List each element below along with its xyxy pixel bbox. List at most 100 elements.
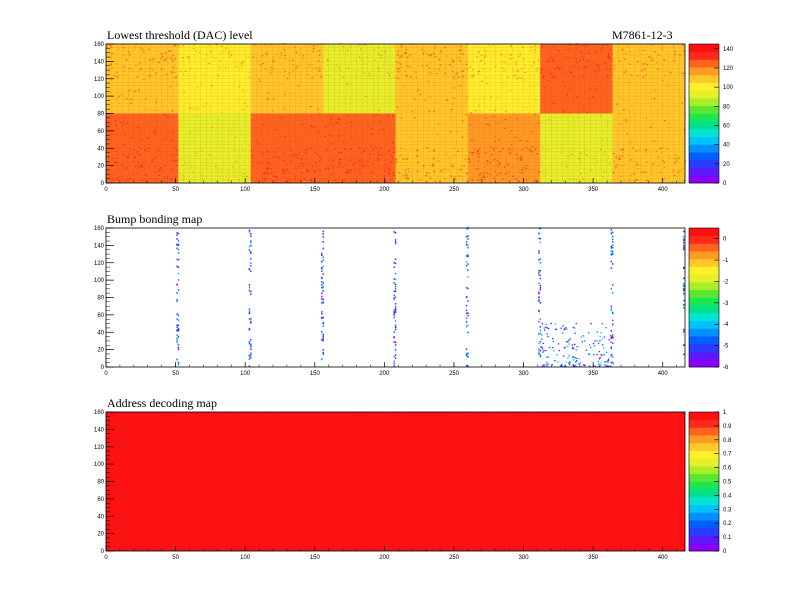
noise-pixel [569, 173, 571, 176]
noise-pixel [106, 124, 109, 126]
bad-pixel [394, 357, 397, 360]
noise-pixel [458, 57, 460, 59]
noise-pixel [578, 77, 580, 79]
noise-pixel [133, 149, 135, 151]
y-tick-label: 160 [94, 226, 105, 232]
bad-pixel [321, 286, 323, 289]
bad-pixel [465, 320, 468, 323]
noise-pixel [118, 95, 120, 97]
noise-pixel [509, 162, 511, 165]
y-tick-label: 160 [94, 410, 105, 416]
bad-pixel [322, 247, 324, 250]
noise-pixel [540, 61, 543, 63]
noise-pixel [291, 155, 294, 158]
noise-pixel [108, 81, 110, 83]
noise-pixel [232, 90, 234, 92]
noise-pixel [313, 45, 315, 47]
noise-pixel [156, 175, 158, 177]
noise-pixel [577, 87, 579, 89]
noise-pixel [480, 154, 482, 156]
bad-pixel [554, 323, 557, 325]
bad-pixel [394, 306, 397, 308]
noise-pixel [656, 62, 658, 64]
noise-pixel [397, 145, 399, 147]
bad-pixel [557, 343, 560, 345]
bad-pixel [322, 322, 324, 325]
noise-pixel [280, 52, 282, 54]
noise-pixel [683, 62, 685, 64]
noise-pixel [184, 161, 186, 164]
noise-pixel [539, 72, 541, 75]
noise-pixel [529, 149, 531, 151]
noise-pixel [385, 164, 387, 166]
noise-pixel [294, 46, 296, 48]
noise-pixel [274, 129, 277, 131]
noise-pixel [674, 88, 676, 90]
bad-pixel [605, 327, 607, 329]
noise-pixel [382, 64, 385, 66]
noise-pixel [318, 60, 320, 62]
noise-pixel [374, 176, 376, 178]
noise-pixel [186, 157, 188, 159]
bad-pixel [176, 247, 178, 250]
noise-pixel [115, 155, 118, 157]
noise-pixel [491, 181, 494, 183]
bad-pixel [581, 341, 584, 343]
noise-pixel [385, 50, 387, 52]
noise-pixel [502, 178, 504, 180]
noise-pixel [637, 67, 640, 69]
noise-pixel [116, 71, 118, 73]
noise-pixel [220, 112, 222, 114]
noise-pixel [270, 69, 272, 71]
noise-pixel [501, 62, 503, 64]
noise-pixel [131, 76, 134, 79]
noise-pixel [406, 125, 409, 127]
noise-pixel [645, 117, 647, 119]
noise-pixel [493, 149, 495, 151]
noise-pixel [179, 45, 181, 47]
noise-pixel [339, 71, 341, 73]
palette-swatch [689, 144, 719, 153]
noise-pixel [621, 159, 623, 161]
bad-pixel [248, 354, 251, 357]
bad-pixel [177, 272, 180, 275]
bad-pixel [176, 341, 178, 343]
noise-pixel [597, 65, 599, 67]
x-tick-label: 150 [310, 371, 321, 377]
noise-pixel [424, 81, 426, 83]
noise-pixel [358, 56, 361, 58]
noise-pixel [523, 58, 525, 60]
noise-pixel [538, 67, 541, 69]
noise-pixel [228, 52, 230, 55]
bad-pixel [539, 329, 542, 332]
noise-pixel [240, 174, 242, 176]
noise-pixel [369, 172, 372, 174]
noise-pixel [432, 164, 434, 167]
bad-pixel [539, 302, 542, 304]
noise-pixel [549, 163, 551, 166]
bad-pixel [585, 349, 588, 351]
noise-pixel [462, 70, 464, 72]
bad-pixel [610, 233, 613, 235]
noise-pixel [241, 66, 243, 68]
noise-pixel [375, 146, 377, 148]
palette-swatch [689, 243, 719, 252]
noise-pixel [450, 76, 452, 78]
chart-title-bump-bonding: Bump bonding map [107, 212, 203, 226]
noise-pixel [316, 153, 319, 155]
noise-pixel [533, 155, 535, 157]
bad-pixel [321, 292, 323, 294]
bad-pixel [539, 286, 542, 289]
noise-pixel [240, 134, 242, 136]
bad-pixel [394, 326, 397, 329]
noise-pixel [464, 162, 466, 164]
noise-pixel [255, 50, 257, 53]
noise-pixel [650, 71, 653, 74]
bad-pixel [465, 235, 468, 238]
bad-pixel [539, 261, 542, 264]
noise-pixel [325, 147, 328, 149]
bad-pixel [600, 362, 602, 364]
z-tick-label: 0.6 [723, 466, 732, 472]
noise-pixel [631, 147, 634, 149]
noise-pixel [608, 163, 610, 165]
